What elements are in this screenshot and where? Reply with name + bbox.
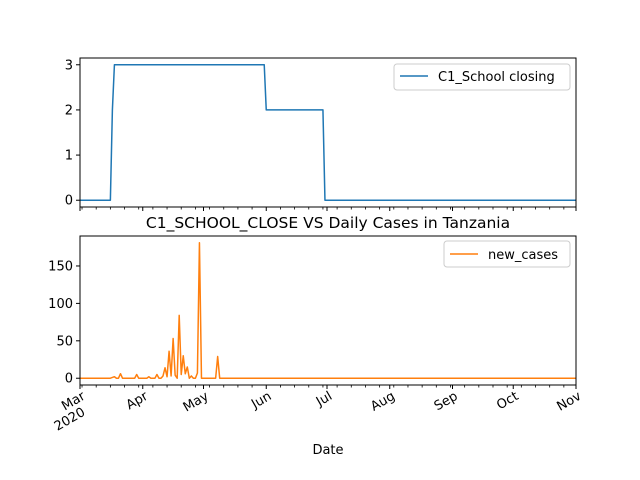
series-line-c1-school-closing <box>80 64 576 201</box>
x-axis-label: Date <box>312 443 343 458</box>
legend-label-school-closing: C1_School closing <box>438 70 555 85</box>
bottom-plot-frame <box>79 235 577 386</box>
top-legend: C1_School closing <box>393 63 571 91</box>
y-tick-label: 0 <box>65 194 73 209</box>
y-tick-label: 0 <box>65 372 73 387</box>
y-tick-label: 150 <box>48 259 73 274</box>
y-tick-label: 2 <box>65 103 73 118</box>
chart-title: C1_SCHOOL_CLOSE VS Daily Cases in Tanzan… <box>146 214 510 233</box>
y-tick-label: 50 <box>56 334 73 349</box>
school-closing-subplot: 0 1 2 3 C1_School closing <box>65 57 577 211</box>
y-tick-label: 100 <box>48 297 73 312</box>
legend-label-new-cases: new_cases <box>488 248 558 263</box>
x-tick-label: Jul <box>313 389 335 410</box>
series-line-new-cases <box>80 242 576 379</box>
top-plot-frame <box>79 57 577 208</box>
bottom-legend: new_cases <box>443 240 571 268</box>
y-tick-label: 3 <box>65 58 73 73</box>
y-tick-label: 1 <box>65 149 73 164</box>
